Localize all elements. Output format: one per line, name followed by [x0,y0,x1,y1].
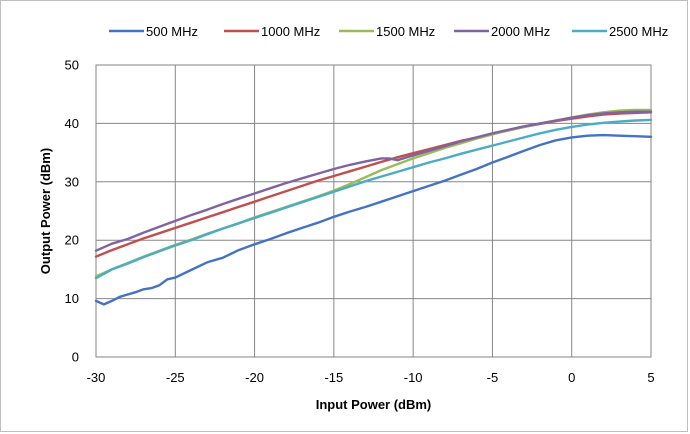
x-tick-label: 5 [647,370,654,385]
y-axis-title: Output Power (dBm) [38,148,53,274]
series-line-1 [94,133,653,306]
y-tick-label: 20 [65,233,79,248]
y-tick-label: 50 [65,58,79,73]
series-line-4 [94,110,653,252]
x-tick-label: -20 [245,370,264,385]
x-tick-label: -15 [324,370,343,385]
x-tick-label: -5 [487,370,499,385]
x-tick-label: -10 [404,370,423,385]
y-tick-label: 10 [65,291,79,306]
series-line-3 [94,108,653,278]
series-lines [94,108,653,306]
legend: 500 MHz 1000 MHz 1500 MHz 2000 MHz 2500 MHz [109,24,668,39]
legend-label-2: 1000 MHz [261,24,320,39]
y-tick-label: 40 [65,116,79,131]
plot-area-border [95,64,652,358]
y-tick-label: 0 [72,350,79,365]
series-line-5 [94,118,653,280]
x-tick-label: -30 [87,370,106,385]
gridlines [95,64,652,358]
x-axis-title: Input Power (dBm) [316,397,432,412]
legend-label-4: 2000 MHz [491,24,550,39]
series-line-2 [94,111,653,258]
x-tick-label: -25 [166,370,185,385]
legend-label-1: 500 MHz [146,24,198,39]
y-tick-label: 30 [65,174,79,189]
legend-label-5: 2500 MHz [609,24,668,39]
x-tick-label: 0 [568,370,575,385]
legend-label-3: 1500 MHz [376,24,435,39]
